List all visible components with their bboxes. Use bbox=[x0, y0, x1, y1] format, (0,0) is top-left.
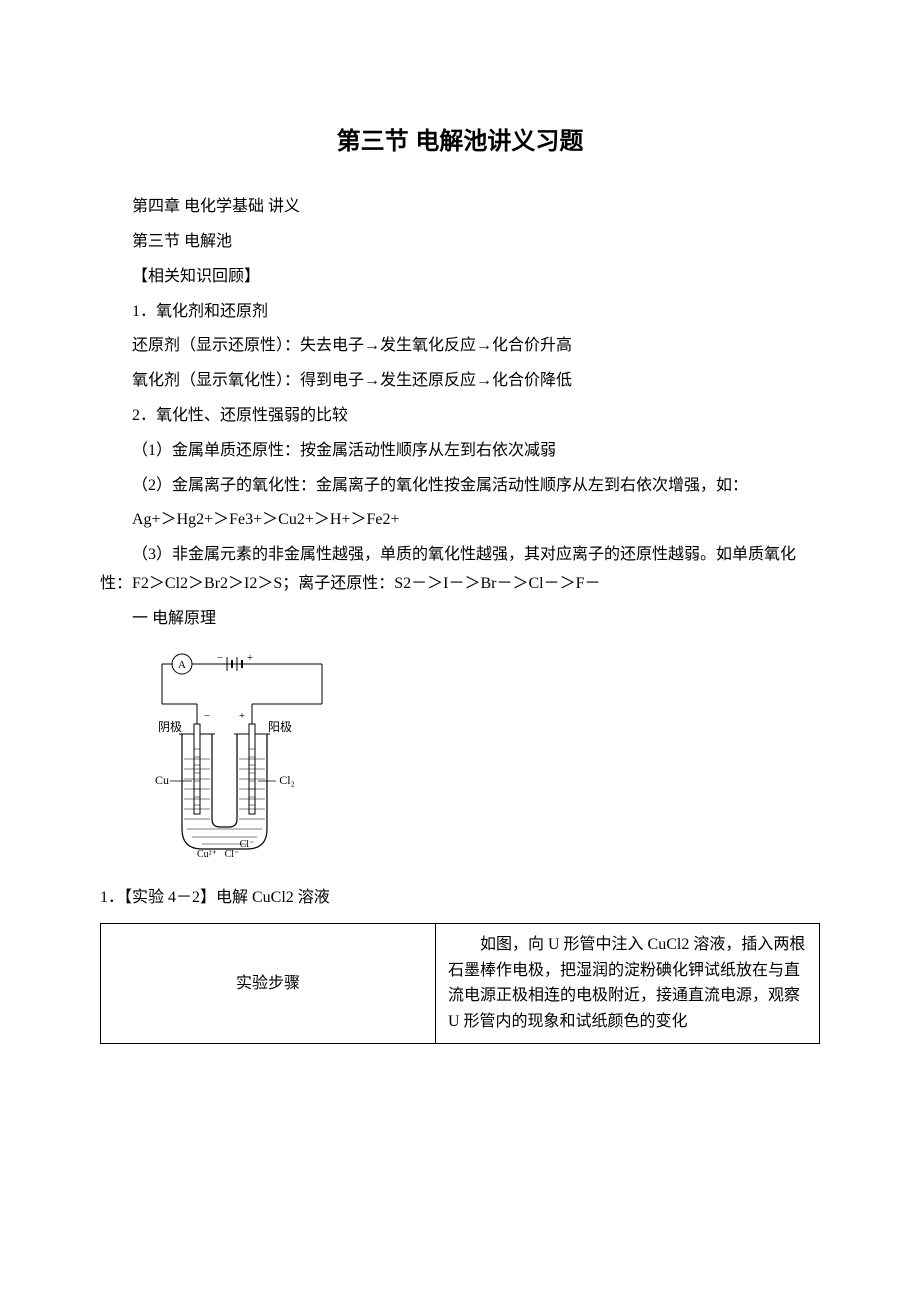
ion-series: Ag+＞Hg2+＞Fe3+＞Cu2+＞H+＞Fe2+ bbox=[100, 506, 820, 535]
cl-minus-label-1: Cl⁻ bbox=[225, 849, 240, 859]
chapter-heading: 第四章 电化学基础 讲义 bbox=[100, 193, 820, 222]
table-label-cell: 实验步骤 bbox=[101, 924, 436, 1043]
sub-item-2-2: （2）金属离子的氧化性：金属离子的氧化性按金属活动性顺序从左到右依次增强，如： bbox=[100, 472, 820, 501]
cu-label: Cu bbox=[155, 773, 169, 787]
battery-icon: − + bbox=[217, 652, 253, 671]
electrolysis-diagram: A − + − + 阴极 阳极 bbox=[132, 649, 820, 870]
table-row: 实验步骤 如图，向 U 形管中注入 CuCl2 溶液，插入两根石墨棒作电极，把湿… bbox=[101, 924, 820, 1043]
table-content-cell: 如图，向 U 形管中注入 CuCl2 溶液，插入两根石墨棒作电极，把湿润的淀粉碘… bbox=[436, 924, 820, 1043]
cu2plus-label: Cu²⁺ bbox=[197, 849, 217, 859]
document-page: 第三节 电解池讲义习题 第四章 电化学基础 讲义 第三节 电解池 【相关知识回顾… bbox=[0, 0, 920, 1104]
sub-item-2-3-text: （3）非金属元素的非金属性越强，单质的氧化性越强，其对应离子的还原性越弱。如单质… bbox=[100, 541, 820, 599]
page-title: 第三节 电解池讲义习题 bbox=[100, 120, 820, 163]
sub-item-2-1: （1）金属单质还原性：按金属活动性顺序从左到右依次减弱 bbox=[100, 437, 820, 466]
review-heading: 【相关知识回顾】 bbox=[100, 263, 820, 292]
oxidizing-agent-text: 氧化剂（显示氧化性）：得到电子→发生还原反应→化合价降低 bbox=[100, 367, 820, 396]
cathode-label: 阴极 bbox=[158, 720, 182, 734]
anode-label: 阳极 bbox=[268, 720, 292, 734]
item-1: 1．氧化剂和还原剂 bbox=[100, 298, 820, 327]
anode-sign: + bbox=[239, 710, 245, 722]
experiment-title: 1．【实验 4－2】电解 CuCl2 溶液 bbox=[100, 884, 820, 913]
svg-text:+: + bbox=[247, 652, 253, 664]
ammeter-label: A bbox=[178, 659, 186, 671]
section-heading: 第三节 电解池 bbox=[100, 228, 820, 257]
cl2-label: Cl₂ bbox=[279, 773, 295, 787]
sub-item-2-2-text: （2）金属离子的氧化性：金属离子的氧化性按金属活动性顺序从左到右依次增强，如： bbox=[100, 472, 748, 501]
section-1-heading: 一 电解原理 bbox=[100, 605, 820, 634]
svg-text:−: − bbox=[217, 652, 223, 664]
item-2: 2．氧化性、还原性强弱的比较 bbox=[100, 402, 820, 431]
diagram-svg: A − + − + 阴极 阳极 bbox=[132, 649, 332, 859]
sub-item-2-3: （3）非金属元素的非金属性越强，单质的氧化性越强，其对应离子的还原性越弱。如单质… bbox=[100, 541, 820, 599]
experiment-table: 实验步骤 如图，向 U 形管中注入 CuCl2 溶液，插入两根石墨棒作电极，把湿… bbox=[100, 923, 820, 1043]
reducing-agent-text: 还原剂（显示还原性）：失去电子→发生氧化反应→化合价升高 bbox=[100, 332, 820, 361]
cl-minus-label-2: Cl⁻ bbox=[240, 839, 255, 850]
cathode-sign: − bbox=[204, 710, 210, 722]
